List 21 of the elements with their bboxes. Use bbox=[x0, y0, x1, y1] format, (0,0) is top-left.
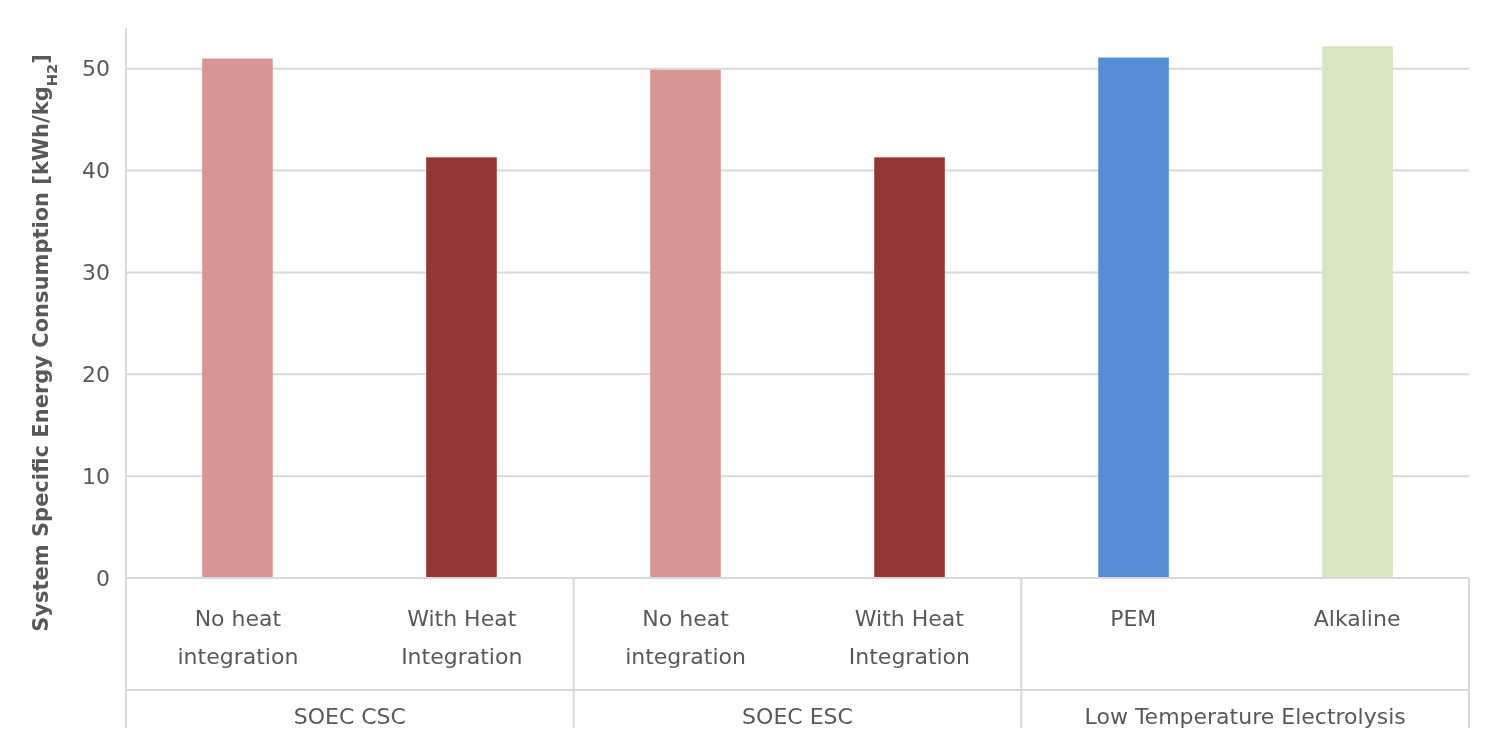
bar bbox=[1098, 57, 1169, 578]
y-tick-label: 20 bbox=[82, 362, 110, 387]
y-tick-label: 10 bbox=[82, 463, 110, 489]
bar bbox=[426, 157, 497, 578]
y-tick-label: 50 bbox=[82, 56, 110, 82]
text: SOEC ESC bbox=[742, 704, 853, 729]
x-tick-label: With Heat Integration bbox=[401, 606, 523, 669]
bar bbox=[650, 69, 721, 578]
bar bbox=[1322, 46, 1393, 578]
bar bbox=[874, 157, 945, 578]
x-tick-label: Alkaline bbox=[1313, 606, 1401, 631]
x-tick-label: PEM bbox=[1110, 606, 1157, 631]
x-tick-label: With Heat Integration bbox=[848, 606, 971, 669]
y-tick-label: 30 bbox=[82, 260, 110, 286]
x-tick-label: No heat integration bbox=[177, 606, 299, 669]
bar bbox=[202, 58, 273, 578]
text: SOEC CSC bbox=[293, 704, 406, 729]
y-tick-label: 40 bbox=[82, 158, 110, 184]
x-tick-label: No heat integration bbox=[625, 606, 747, 669]
text: Low Temperature Electrolysis bbox=[1084, 704, 1406, 729]
y-tick-label: 0 bbox=[96, 565, 110, 591]
